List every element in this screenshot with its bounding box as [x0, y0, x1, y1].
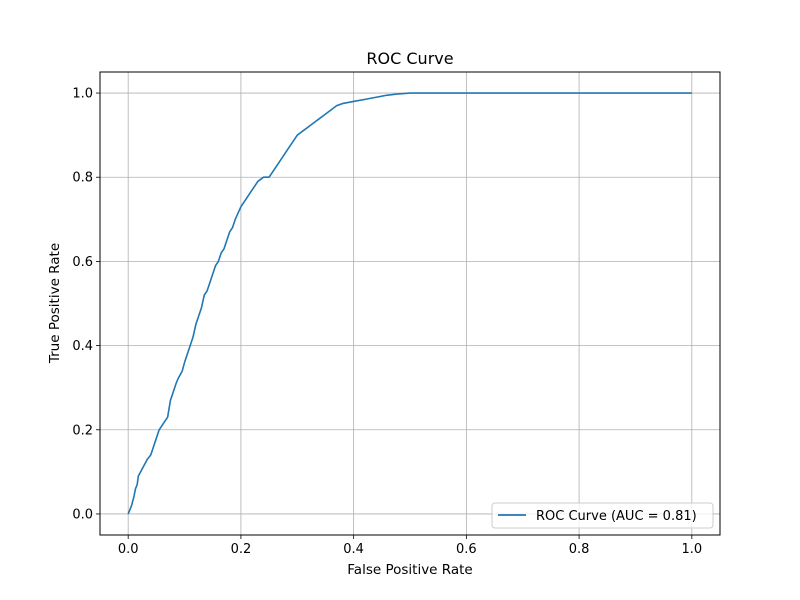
x-tick-label: 0.4	[343, 542, 364, 557]
x-tick-label: 0.0	[118, 542, 139, 557]
x-tick-label: 0.8	[569, 542, 590, 557]
x-tick-label: 0.6	[456, 542, 477, 557]
y-tick-label: 0.0	[72, 507, 93, 522]
y-axis-label: True Positive Rate	[47, 243, 63, 364]
x-tick-label: 0.2	[231, 542, 252, 557]
plot-frame	[99, 71, 721, 536]
legend: ROC Curve (AUC = 0.81)	[491, 502, 714, 529]
series-layer	[127, 92, 692, 515]
y-tick-label: 0.2	[72, 423, 93, 438]
y-tick-label: 1.0	[72, 87, 93, 102]
grid	[100, 72, 720, 535]
x-tick-label: 1.0	[681, 542, 702, 557]
legend-box	[491, 502, 714, 529]
y-tick-label: 0.8	[72, 171, 93, 186]
y-tick-label: 0.6	[72, 255, 93, 270]
chart-title: ROC Curve	[366, 49, 453, 68]
legend-label: ROC Curve (AUC = 0.81)	[536, 509, 697, 524]
ticks: 0.0 0.2 0.4 0.6 0.8 1.0 0.0 0.2 0.4 0.6 0.8 1.0	[72, 87, 702, 557]
y-tick-label: 0.4	[72, 339, 93, 354]
x-axis-label: False Positive Rate	[347, 562, 472, 578]
roc-curve-line	[127, 92, 692, 515]
